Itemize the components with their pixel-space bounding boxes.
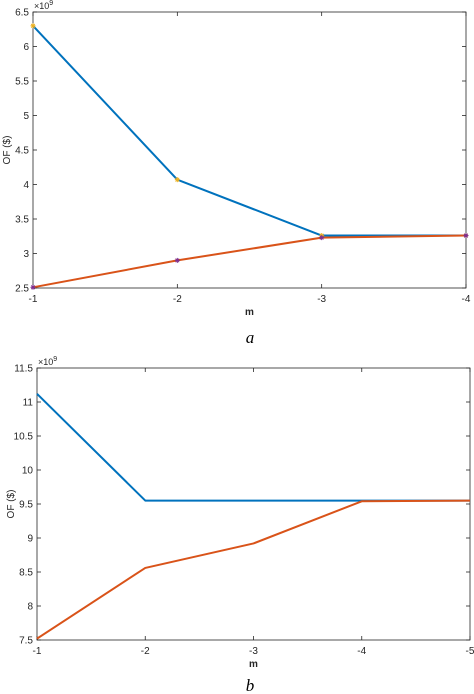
x-tick-label: -1	[33, 646, 42, 657]
panel-caption: b	[246, 676, 255, 694]
y-tick-label: 8	[27, 602, 33, 613]
series-2-point	[174, 257, 180, 263]
y-tick-label: 8.5	[19, 568, 33, 579]
series-1-point	[30, 23, 36, 29]
y-axis-label: OF ($)	[2, 136, 13, 165]
y-exponent-base: ×10	[38, 357, 53, 367]
panel-caption: a	[246, 328, 255, 347]
x-tick-label: -4	[462, 294, 471, 305]
series-1-line	[36, 393, 470, 502]
y-exponent-base: ×10	[34, 1, 49, 11]
x-tick-label: -2	[141, 646, 150, 657]
x-tick-label: -5	[466, 646, 474, 657]
series-2-point	[30, 284, 36, 290]
y-tick-label: 10.5	[14, 432, 34, 443]
series-2-line	[32, 234, 467, 289]
y-exponent-power: 9	[53, 356, 57, 363]
y-tick-label: 11	[23, 398, 34, 409]
x-axis-label: m	[245, 307, 254, 318]
series-2-line	[36, 499, 471, 640]
x-tick-label: -3	[317, 294, 326, 305]
y-tick-label: 5	[23, 111, 29, 122]
series-1-point	[174, 177, 180, 183]
y-tick-label: 6	[23, 42, 29, 53]
chart-panel-b: -1 -2 -3 -4 -57.588.599.51010.51111.5×109mOF…	[6, 356, 474, 694]
chart-panel-a: -1 -2 -3 -4 2.5 3 3.5 4 4.5 5 5.5 6 6.5 ×109 m OF ($) a	[2, 0, 471, 347]
y-tick-label: 4.5	[15, 146, 29, 157]
y-tick-label: 11.5	[14, 364, 33, 375]
y-exponent-label: ×109	[38, 356, 57, 367]
x-tick-label: -1	[29, 294, 38, 305]
y-tick-label: 6.5	[15, 8, 29, 19]
x-tick-label: -3	[249, 646, 258, 657]
y-axis-label: OF ($)	[6, 490, 17, 519]
x-tick-label: -4	[357, 646, 366, 657]
plot-area	[36, 367, 471, 641]
y-tick-label: 4	[23, 180, 29, 191]
y-tick-label: 10	[22, 466, 34, 477]
y-tick-label: 3.5	[15, 215, 29, 226]
plot-area	[32, 11, 467, 289]
series-2-point	[463, 233, 469, 239]
y-tick-label: 7.5	[19, 636, 33, 647]
y-tick-label: 3	[23, 249, 29, 260]
y-tick-label: 9	[27, 534, 33, 545]
x-axis-label: m	[249, 659, 258, 670]
y-exponent-label: ×109	[34, 0, 53, 11]
x-tick-label: -2	[173, 294, 182, 305]
series-2-point	[319, 235, 325, 241]
y-exponent-power: 9	[49, 0, 53, 7]
y-tick-label: 2.5	[15, 284, 29, 295]
series-1-line	[32, 25, 466, 237]
y-tick-label: 5.5	[15, 77, 29, 88]
y-tick-label: 9.5	[19, 500, 33, 511]
